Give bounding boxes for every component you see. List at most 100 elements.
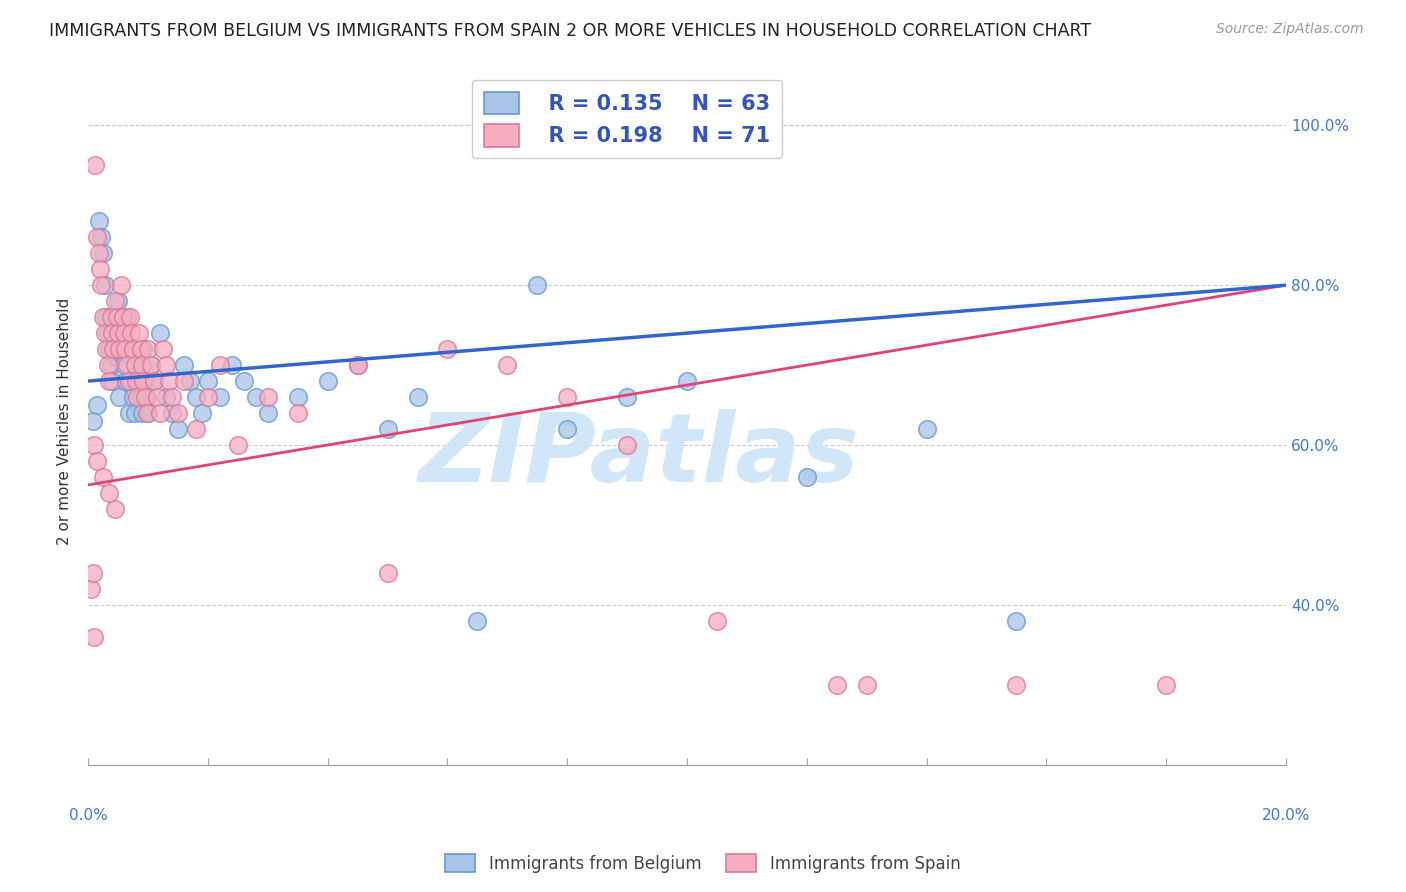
Point [114, 342, 136, 356]
Point [101, 374, 124, 388]
Point [120, 342, 142, 356]
Point [160, 390, 183, 404]
Point [90, 278, 112, 293]
Point [86, 230, 108, 244]
Point [115, 310, 138, 325]
Point [555, 422, 578, 436]
Point [149, 326, 172, 340]
Point [616, 438, 638, 452]
Point [855, 678, 877, 692]
Point [100, 358, 122, 372]
Point [104, 501, 127, 516]
Point [98, 374, 121, 388]
Point [377, 422, 399, 436]
Point [127, 390, 149, 404]
Point [94, 342, 117, 356]
Point [136, 342, 159, 356]
Text: 0.0%: 0.0% [69, 808, 107, 823]
Point [134, 374, 156, 388]
Text: Source: ZipAtlas.com: Source: ZipAtlas.com [1216, 22, 1364, 37]
Legend: Immigrants from Belgium, Immigrants from Spain: Immigrants from Belgium, Immigrants from… [439, 847, 967, 880]
Point [167, 406, 190, 420]
Point [256, 406, 278, 420]
Point [89, 262, 111, 277]
Point [110, 278, 132, 293]
Point [84, 158, 107, 172]
Point [98, 342, 121, 356]
Text: IMMIGRANTS FROM BELGIUM VS IMMIGRANTS FROM SPAIN 2 OR MORE VEHICLES IN HOUSEHOLD: IMMIGRANTS FROM BELGIUM VS IMMIGRANTS FR… [49, 22, 1091, 40]
Point [346, 358, 368, 372]
Point [120, 374, 142, 388]
Point [122, 390, 145, 404]
Point [105, 310, 128, 325]
Y-axis label: 2 or more Vehicles in Household: 2 or more Vehicles in Household [58, 297, 72, 545]
Point [467, 614, 489, 628]
Point [146, 390, 169, 404]
Point [135, 390, 157, 404]
Point [83, 438, 105, 452]
Point [122, 342, 145, 356]
Point [94, 326, 117, 340]
Point [110, 326, 132, 340]
Point [83, 630, 105, 644]
Point [143, 374, 166, 388]
Point [115, 358, 138, 372]
Point [155, 390, 177, 404]
Point [825, 678, 848, 692]
Point [208, 390, 231, 404]
Point [107, 326, 129, 340]
Point [287, 390, 309, 404]
Point [101, 326, 124, 340]
Point [616, 390, 638, 404]
Point [104, 334, 127, 348]
Point [111, 342, 134, 356]
Point [90, 230, 112, 244]
Point [179, 374, 201, 388]
Point [134, 390, 156, 404]
Point [377, 566, 399, 580]
Point [97, 358, 120, 372]
Point [139, 358, 162, 372]
Point [128, 374, 150, 388]
Point [155, 358, 177, 372]
Point [135, 406, 157, 420]
Point [287, 406, 309, 420]
Point [796, 470, 818, 484]
Point [149, 406, 172, 420]
Point [105, 350, 128, 364]
Point [124, 358, 146, 372]
Point [256, 390, 278, 404]
Point [706, 614, 728, 628]
Point [87, 214, 110, 228]
Point [107, 294, 129, 309]
Point [173, 374, 195, 388]
Point [191, 406, 214, 420]
Point [108, 342, 131, 356]
Point [124, 406, 146, 420]
Point [436, 342, 458, 356]
Point [139, 358, 162, 372]
Point [131, 406, 153, 420]
Point [160, 406, 183, 420]
Point [111, 310, 134, 325]
Point [94, 310, 117, 325]
Point [197, 374, 219, 388]
Point [184, 390, 207, 404]
Point [104, 294, 127, 309]
Point [167, 422, 190, 436]
Point [120, 310, 142, 325]
Point [143, 374, 166, 388]
Point [226, 438, 249, 452]
Point [232, 374, 254, 388]
Legend:   R = 0.135    N = 63,   R = 0.198    N = 71: R = 0.135 N = 63, R = 0.198 N = 71 [472, 80, 782, 158]
Point [82, 566, 104, 580]
Point [676, 374, 699, 388]
Point [87, 246, 110, 260]
Point [91, 470, 114, 484]
Point [129, 390, 152, 404]
Point [112, 326, 135, 340]
Point [118, 374, 141, 388]
Point [108, 390, 131, 404]
Point [82, 414, 104, 428]
Point [112, 358, 135, 372]
